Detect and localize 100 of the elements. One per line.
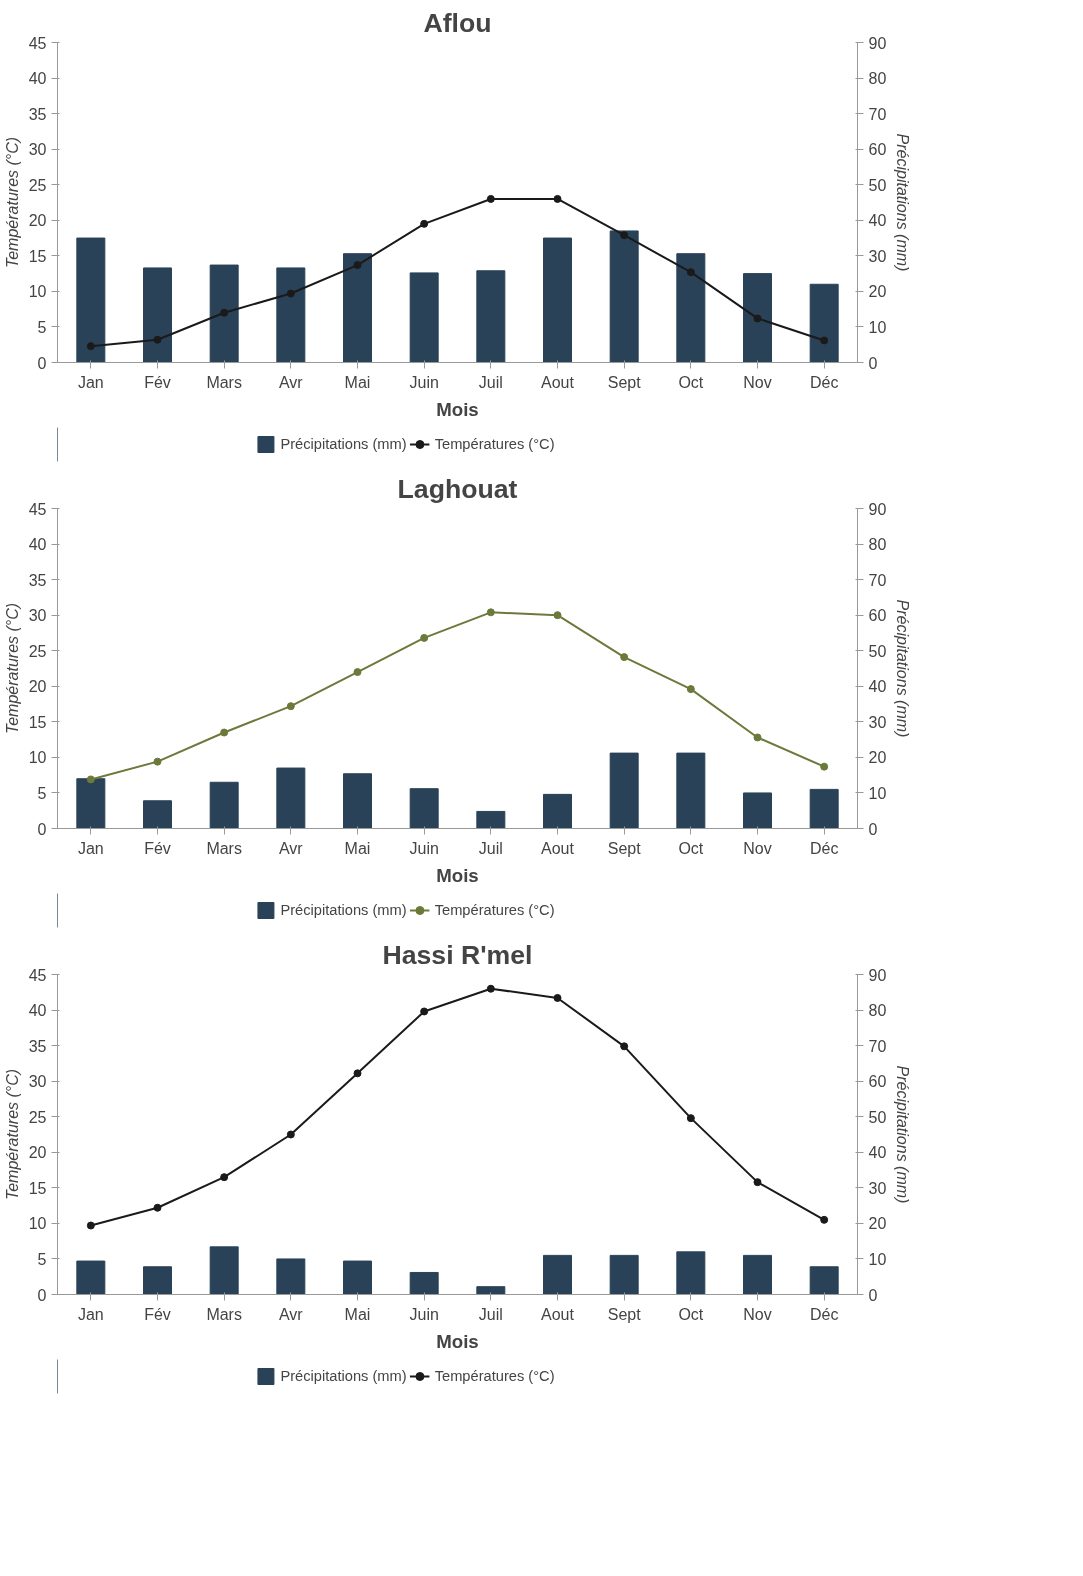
y2-tick-label: 20 — [868, 1215, 887, 1233]
bar — [476, 810, 506, 829]
bar — [543, 1254, 572, 1295]
point — [153, 757, 162, 766]
y2-tick-label: 30 — [868, 247, 887, 265]
y2-tick-label: 50 — [868, 1108, 887, 1126]
point — [353, 1069, 362, 1078]
legend-label: Températures (°C) — [434, 902, 555, 918]
bar — [143, 267, 172, 363]
point — [420, 219, 429, 228]
x-tick-label: Aout — [541, 1305, 575, 1323]
x-tick-label: Jan — [77, 839, 104, 857]
y-tick-label: 5 — [37, 784, 47, 802]
y2-axis-title: Précipitations (mm) — [894, 1065, 912, 1204]
bar — [743, 273, 772, 363]
point — [153, 335, 162, 344]
y2-tick-label: 60 — [868, 607, 887, 625]
bar — [609, 1254, 639, 1295]
bar — [143, 1266, 172, 1295]
y-tick-label: 0 — [37, 820, 47, 838]
point — [820, 762, 829, 771]
legend-label: Précipitations (mm) — [280, 1368, 407, 1384]
point — [620, 653, 629, 662]
y-tick-label: 10 — [28, 749, 47, 767]
y2-tick-label: 0 — [868, 820, 878, 838]
chart-title: Hassi R'mel — [382, 939, 533, 970]
x-tick-label: Déc — [809, 373, 839, 391]
bar — [209, 781, 239, 829]
point — [286, 1130, 295, 1139]
bar — [276, 767, 306, 829]
y-tick-label: 35 — [28, 1037, 47, 1055]
y2-tick-label: 50 — [868, 176, 887, 194]
point — [686, 268, 695, 277]
point — [353, 261, 362, 270]
point — [486, 608, 495, 617]
bar — [809, 788, 839, 829]
point — [620, 231, 629, 240]
y2-tick-label: 90 — [868, 500, 887, 518]
y2-tick-label: 90 — [868, 966, 887, 984]
x-tick-label: Fév — [144, 839, 171, 857]
x-tick-label: Juil — [478, 839, 503, 857]
y2-tick-label: 0 — [868, 354, 878, 372]
x-tick-label: Sept — [607, 373, 642, 391]
point — [553, 194, 562, 203]
point — [286, 289, 295, 298]
y-tick-label: 10 — [28, 1215, 47, 1233]
bar — [76, 778, 106, 829]
x-axis-title: Mois — [436, 864, 479, 886]
x-tick-label: Mai — [344, 373, 371, 391]
point — [86, 342, 95, 351]
y-tick-label: 20 — [28, 212, 47, 230]
legend-label: Précipitations (mm) — [280, 902, 407, 918]
x-tick-label: Juil — [478, 1305, 503, 1323]
y2-tick-label: 60 — [868, 1073, 887, 1091]
point — [686, 685, 695, 694]
bar — [209, 1246, 239, 1295]
bar — [676, 752, 706, 829]
y-tick-label: 15 — [28, 713, 47, 731]
y2-tick-label: 30 — [868, 713, 887, 731]
y2-tick-label: 70 — [868, 105, 887, 123]
bar — [76, 237, 106, 363]
x-tick-label: Déc — [809, 839, 839, 857]
legend-label: Précipitations (mm) — [280, 436, 407, 452]
x-tick-label: Juin — [409, 1305, 439, 1323]
bar — [676, 253, 706, 363]
x-tick-label: Nov — [743, 1305, 772, 1323]
y2-tick-label: 40 — [868, 212, 887, 230]
point — [620, 1042, 629, 1051]
chart-title: Aflou — [423, 7, 492, 38]
x-tick-label: Jan — [77, 1305, 104, 1323]
bar — [743, 1254, 772, 1295]
y-axis-title: Températures (°C) — [3, 1068, 21, 1201]
bar — [543, 793, 572, 829]
y2-axis-title: Précipitations (mm) — [894, 599, 912, 738]
y-tick-label: 5 — [37, 1250, 47, 1268]
y2-tick-label: 10 — [868, 1250, 887, 1268]
y2-tick-label: 40 — [868, 678, 887, 696]
y-tick-label: 35 — [28, 571, 47, 589]
point — [753, 314, 762, 323]
bar — [609, 752, 639, 829]
point — [553, 993, 562, 1002]
x-tick-label: Jan — [77, 373, 104, 391]
point — [86, 775, 95, 784]
x-tick-label: Fév — [144, 373, 171, 391]
x-tick-label: Avr — [278, 839, 304, 857]
x-tick-label: Oct — [678, 1305, 704, 1323]
bar — [143, 800, 172, 829]
point — [220, 1173, 229, 1182]
y-tick-label: 45 — [28, 500, 47, 518]
chart-title: Laghouat — [397, 473, 518, 504]
y-tick-label: 20 — [28, 1144, 47, 1162]
point — [553, 611, 562, 620]
point — [286, 702, 295, 711]
bar — [343, 773, 372, 829]
y-tick-label: 0 — [37, 354, 47, 372]
y2-tick-label: 80 — [868, 1002, 887, 1020]
legend-label: Températures (°C) — [434, 436, 555, 452]
point — [153, 1203, 162, 1212]
x-tick-label: Avr — [278, 1305, 304, 1323]
x-tick-label: Nov — [743, 839, 772, 857]
